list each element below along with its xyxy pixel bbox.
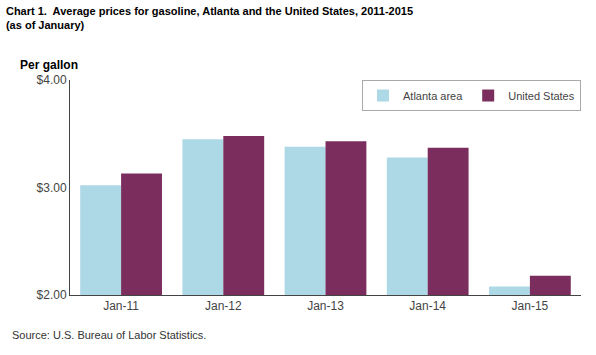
svg-text:Jan-13: Jan-13 [307, 299, 344, 313]
svg-text:Atlanta area: Atlanta area [403, 90, 463, 102]
svg-text:Per gallon: Per gallon [20, 58, 78, 72]
svg-text:United States: United States [508, 90, 575, 102]
svg-text:$2.00: $2.00 [37, 288, 67, 302]
svg-text:Chart 1. Average prices for g: Chart 1. Average prices for gasoline, At… [6, 5, 413, 31]
svg-text:Jan-15: Jan-15 [512, 299, 549, 313]
svg-text:$4.00: $4.00 [37, 73, 67, 87]
svg-text:Jan-12: Jan-12 [205, 299, 242, 313]
svg-text:$3.00: $3.00 [37, 181, 67, 195]
svg-text:Source: U.S. Bureau of Labor S: Source: U.S. Bureau of Labor Statistics. [12, 329, 206, 341]
svg-text:Jan-11: Jan-11 [103, 299, 139, 313]
svg-text:Jan-14: Jan-14 [409, 299, 446, 313]
